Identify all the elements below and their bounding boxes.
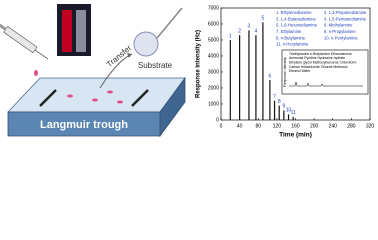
vial bbox=[76, 10, 86, 52]
legend-entry: 1. Ethylenediamine bbox=[276, 10, 312, 15]
vial bbox=[62, 10, 72, 52]
substrate-disc bbox=[133, 31, 159, 57]
peak bbox=[278, 105, 280, 120]
y-tick-label: 3000 bbox=[208, 69, 219, 75]
x-tick-label: 160 bbox=[291, 123, 300, 129]
legend-entry: 7. Ethylamine bbox=[276, 29, 302, 34]
inset-text: Triethylamine n-Butylamine Ethanolamine bbox=[289, 52, 352, 56]
legend-entry: 6. Methylamine bbox=[324, 23, 353, 28]
peak bbox=[239, 35, 241, 121]
droplet bbox=[92, 98, 98, 102]
peak-label: 3 bbox=[248, 24, 251, 30]
droplet bbox=[34, 70, 38, 76]
inset-text: Ammonia Pyridine Hydrazine hydrate bbox=[289, 56, 345, 60]
peak bbox=[229, 40, 231, 120]
inset-text: Ethanol Water bbox=[289, 69, 311, 73]
x-tick-label: 240 bbox=[329, 123, 338, 129]
figure: Langmuir trough Transfer Substrate 01000… bbox=[0, 4, 375, 139]
substrate-label: Substrate bbox=[138, 61, 173, 70]
barrier bbox=[39, 89, 57, 107]
peak-label: 9 bbox=[282, 104, 285, 110]
x-tick-label: 200 bbox=[310, 123, 319, 129]
inset-text: Carbon tetrachloride Toluene Methanol bbox=[289, 65, 348, 69]
legend-entry: 2. 1,3-Propanediamine bbox=[324, 10, 367, 15]
peak-label: 10 bbox=[286, 108, 292, 114]
peak bbox=[273, 100, 276, 120]
peak-label: 8 bbox=[278, 99, 281, 105]
y-tick-label: 0 bbox=[216, 117, 219, 123]
peak-label: 6 bbox=[269, 73, 272, 79]
y-tick-label: 1000 bbox=[208, 101, 219, 107]
legend-entry: 8. n-Propylamine bbox=[324, 29, 356, 34]
peak bbox=[248, 30, 250, 120]
y-tick-label: 4000 bbox=[208, 53, 219, 59]
peak bbox=[287, 114, 290, 120]
droplet bbox=[117, 100, 123, 104]
barrier bbox=[131, 89, 149, 107]
trough-label: Langmuir trough bbox=[40, 119, 128, 131]
legend-entry: 4. 1,5-Pentanediamine bbox=[324, 16, 367, 21]
inset-text: Ethylene glycol Methoxybenzene Chlorofor… bbox=[289, 60, 356, 64]
peak-label: 11 bbox=[291, 110, 296, 116]
legend-entry: 3. 1,4-Butanediamine bbox=[276, 16, 316, 21]
x-tick-label: 280 bbox=[347, 123, 356, 129]
inset-frame bbox=[281, 49, 369, 95]
peak bbox=[283, 110, 285, 120]
trough-top bbox=[7, 77, 186, 113]
y-tick-label: 2000 bbox=[208, 85, 219, 91]
y-tick-label: 7000 bbox=[208, 5, 219, 11]
x-tick-label: 320 bbox=[366, 123, 375, 129]
droplet bbox=[107, 90, 113, 94]
peak-label: 5 bbox=[262, 16, 265, 22]
y-tick-label: 6000 bbox=[208, 21, 219, 27]
chart: 0 1000 2000 3000 4000 5000 6000 7000 0 40 80 120 160… bbox=[196, 5, 375, 138]
x-axis-title: Time (min) bbox=[279, 132, 312, 139]
inset-trace bbox=[289, 81, 363, 87]
peak-label: 1 bbox=[229, 33, 232, 39]
peak-label: 2 bbox=[238, 29, 241, 35]
holder bbox=[156, 7, 183, 39]
legend-entry: 10. n-Pentylamine bbox=[324, 35, 358, 40]
legend-entry: 9. n-Butylamine bbox=[276, 35, 306, 40]
y-tick-label: 5000 bbox=[208, 37, 219, 43]
x-tick-label: 0 bbox=[220, 123, 223, 129]
legend-entry: 5. 1,6-Hexanediamine bbox=[276, 23, 318, 28]
x-tick-label: 120 bbox=[273, 123, 282, 129]
peak-label: 4 bbox=[255, 29, 258, 35]
diagram: Langmuir trough Transfer Substrate bbox=[0, 4, 186, 138]
syringe bbox=[0, 22, 49, 60]
droplet bbox=[67, 94, 73, 98]
peak bbox=[255, 35, 257, 121]
peak bbox=[269, 80, 271, 120]
peak-label: 7 bbox=[273, 94, 276, 100]
peak bbox=[262, 22, 264, 120]
peak bbox=[292, 116, 294, 120]
legend-entry: 11. n-Hexylamine bbox=[276, 42, 309, 47]
x-tick-label: 40 bbox=[237, 123, 243, 129]
arrowhead bbox=[127, 53, 132, 58]
x-tick-label: 80 bbox=[255, 123, 261, 129]
y-axis-title: Response intensity (Hz) bbox=[196, 30, 202, 98]
trough-side bbox=[159, 76, 186, 138]
inset-y-title: Response intensity bbox=[283, 57, 287, 87]
